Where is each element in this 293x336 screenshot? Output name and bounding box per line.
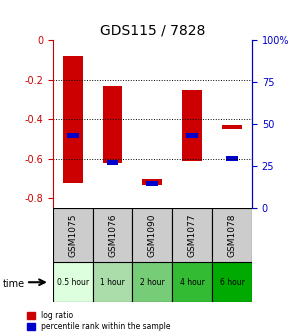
FancyBboxPatch shape (212, 208, 252, 262)
FancyBboxPatch shape (93, 208, 132, 262)
FancyBboxPatch shape (132, 208, 172, 262)
FancyBboxPatch shape (53, 262, 93, 302)
FancyBboxPatch shape (53, 208, 93, 262)
Text: GSM1075: GSM1075 (68, 213, 77, 257)
Text: 0.5 hour: 0.5 hour (57, 278, 89, 287)
Bar (226, 157, 238, 161)
Bar (182, 90, 202, 161)
FancyBboxPatch shape (212, 262, 252, 302)
Bar (67, 133, 79, 138)
FancyBboxPatch shape (172, 262, 212, 302)
Bar (146, 181, 158, 186)
Bar (103, 86, 122, 163)
Text: 1 hour: 1 hour (100, 278, 125, 287)
Bar (63, 56, 83, 183)
Text: 2 hour: 2 hour (140, 278, 165, 287)
Text: time: time (3, 279, 25, 289)
Bar (107, 160, 118, 165)
Bar (142, 179, 162, 184)
Title: GDS115 / 7828: GDS115 / 7828 (100, 24, 205, 38)
Bar (186, 133, 198, 138)
FancyBboxPatch shape (93, 262, 132, 302)
Text: GSM1078: GSM1078 (228, 213, 236, 257)
FancyBboxPatch shape (172, 208, 212, 262)
Legend: log ratio, percentile rank within the sample: log ratio, percentile rank within the sa… (27, 311, 171, 331)
FancyBboxPatch shape (132, 262, 172, 302)
Text: GSM1076: GSM1076 (108, 213, 117, 257)
Text: GSM1077: GSM1077 (188, 213, 197, 257)
Bar (222, 125, 242, 129)
Text: 4 hour: 4 hour (180, 278, 205, 287)
Text: GSM1090: GSM1090 (148, 213, 157, 257)
Text: 6 hour: 6 hour (220, 278, 244, 287)
